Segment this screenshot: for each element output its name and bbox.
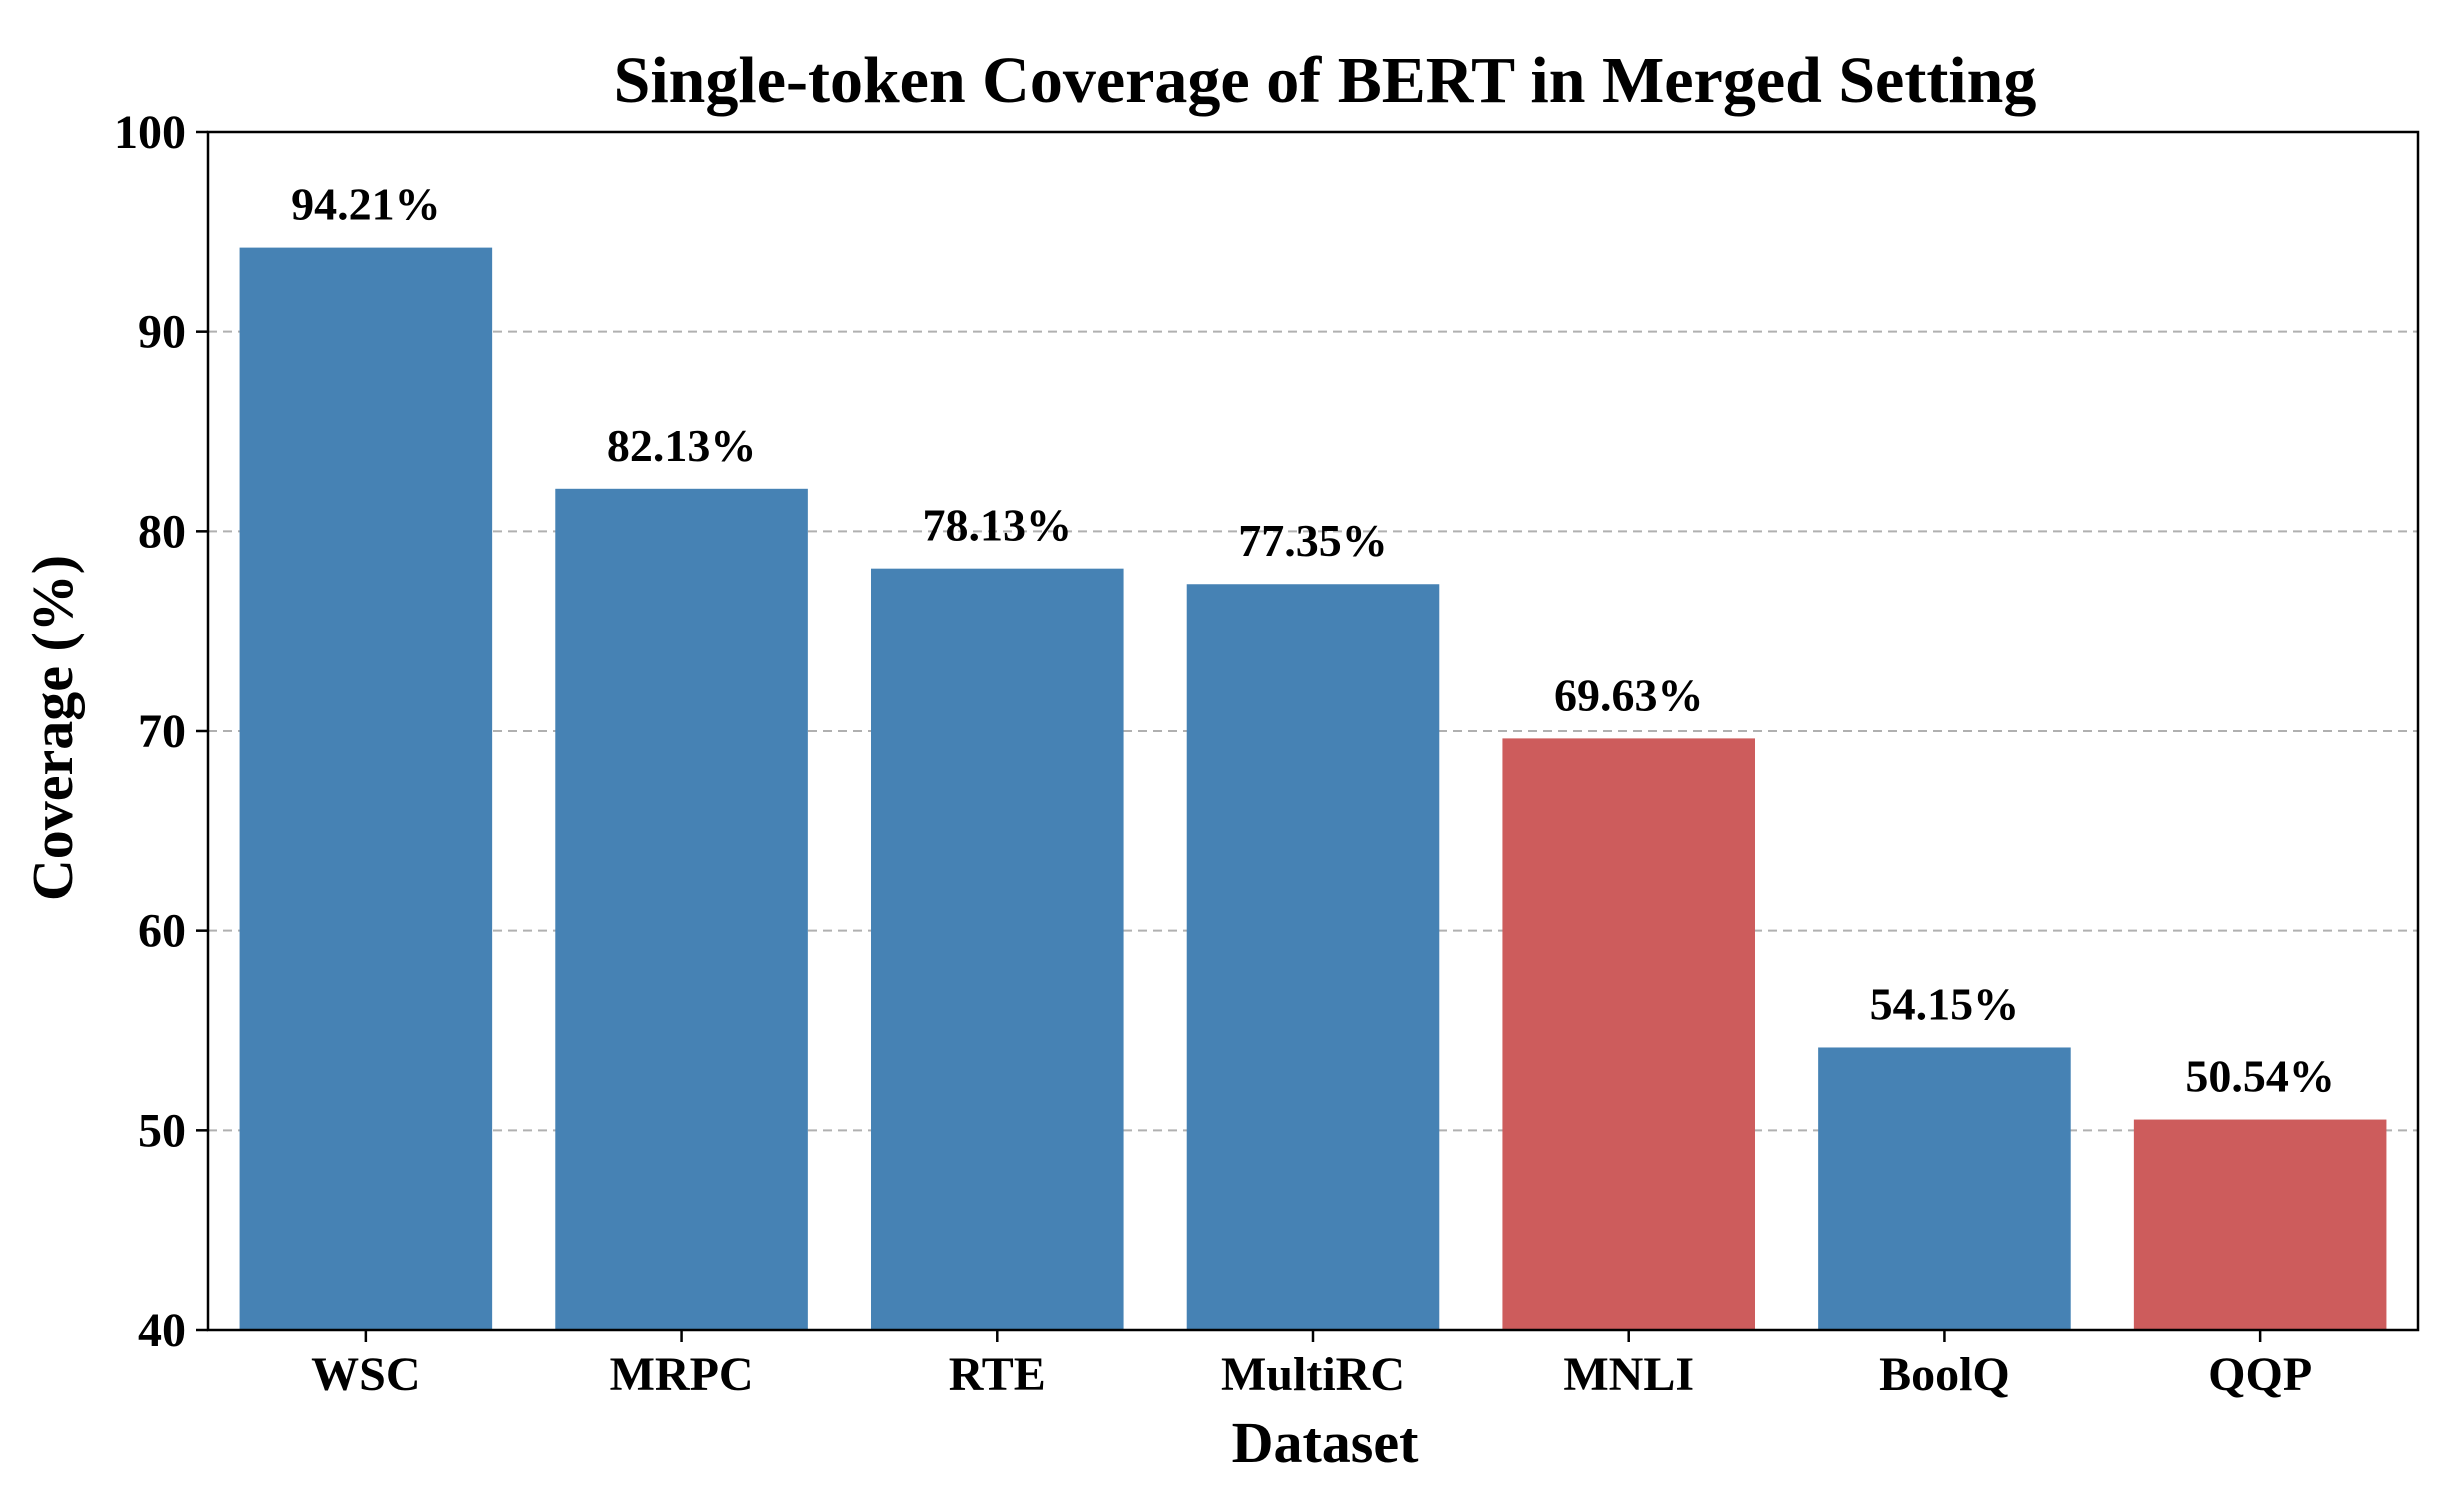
x-tick-label: RTE	[949, 1348, 1046, 1401]
data-labels: 94.21% 82.13% 78.13% 77.35% 69.63% 54.15% 50.5…	[291, 179, 2335, 1102]
data-label: 82.13%	[607, 420, 757, 471]
y-tick-label: 40	[138, 1304, 186, 1357]
bar-multirc	[1186, 584, 1440, 1330]
bars	[239, 247, 2387, 1331]
x-tick-label: BoolQ	[1879, 1348, 2010, 1401]
data-label: 94.21%	[291, 179, 441, 230]
bar-qqp	[2133, 1119, 2387, 1330]
y-tick-label: 80	[138, 505, 186, 558]
bar-mnli	[1502, 738, 1755, 1330]
y-axis-label: Coverage (%)	[20, 555, 85, 901]
y-axis-ticks: 40 50 60 70 80 90 100	[114, 106, 208, 1357]
data-label: 77.35%	[1238, 515, 1388, 566]
y-tick-label: 70	[138, 705, 186, 758]
y-tick-label: 60	[138, 905, 186, 958]
x-axis-label: Dataset	[1232, 1410, 1420, 1475]
y-tick-label: 50	[138, 1104, 186, 1157]
y-tick-label: 90	[138, 306, 186, 359]
data-label: 69.63%	[1554, 669, 1704, 720]
bar-boolq	[1818, 1047, 2071, 1330]
data-label: 54.15%	[1870, 978, 2020, 1029]
x-tick-label: QQP	[2208, 1348, 2312, 1401]
data-label: 50.54%	[2185, 1051, 2335, 1102]
x-tick-label: MNLI	[1563, 1348, 1694, 1401]
y-tick-label: 100	[114, 106, 186, 159]
chart-title: Single-token Coverage of BERT in Merged …	[614, 44, 2037, 117]
bar-rte	[871, 568, 1124, 1330]
bar-wsc	[239, 247, 493, 1331]
x-tick-label: MRPC	[610, 1348, 754, 1401]
bar-mrpc	[555, 488, 808, 1330]
x-axis-ticks: WSC MRPC RTE MultiRC MNLI BoolQ QQP	[311, 1330, 2312, 1401]
x-tick-label: WSC	[311, 1348, 420, 1401]
x-tick-label: MultiRC	[1221, 1348, 1405, 1401]
data-label: 78.13%	[923, 500, 1073, 551]
